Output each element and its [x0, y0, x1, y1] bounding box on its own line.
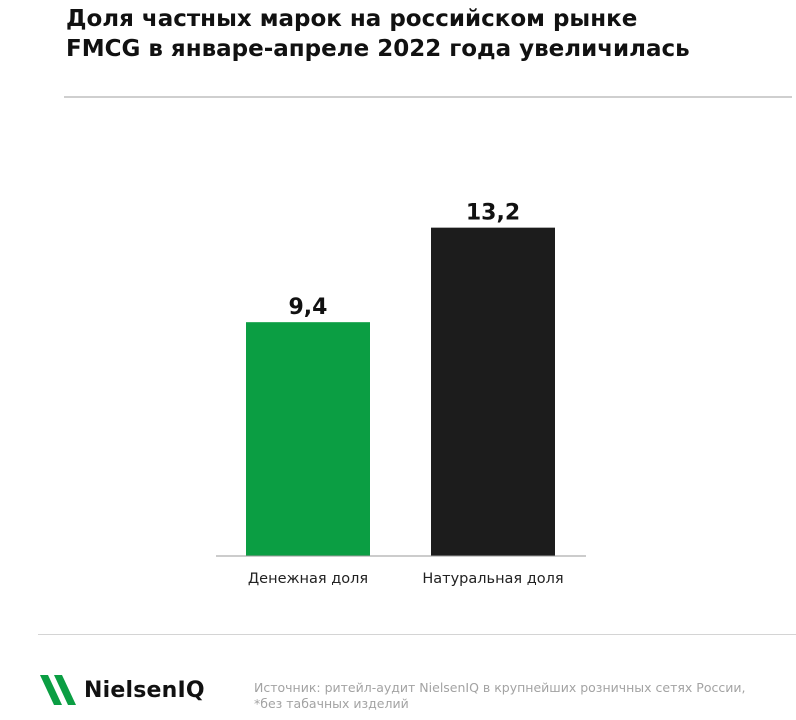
brand-name: NielsenIQ [84, 677, 205, 703]
bar-2 [431, 227, 555, 556]
category-label-1: Денежная доля [248, 571, 368, 587]
bars-layer [246, 227, 555, 556]
category-label-2: Натуральная доля [422, 571, 563, 587]
footer-divider [38, 634, 796, 635]
title-divider [64, 96, 792, 98]
bar-chart: 9,4 Денежная доля 13,2 Натуральная доля [216, 201, 586, 587]
bar-value-label-2: 13,2 [466, 201, 520, 226]
nielseniq-logo: NielsenIQ [40, 670, 205, 710]
source-line-2: *без табачных изделий [254, 696, 409, 711]
chart-title-line-2: FMCG в январе-апреле 2022 года увеличила… [66, 36, 690, 62]
bar-value-label-1: 9,4 [289, 295, 328, 320]
source-line-1: Источник: ритейл-аудит NielsenIQ в крупн… [254, 680, 746, 695]
chart-title: Доля частных марок на российском рынке F… [66, 4, 786, 64]
chart-title-line-1: Доля частных марок на российском рынке [66, 6, 638, 32]
source-note: Источник: ритейл-аудит NielsenIQ в крупн… [254, 680, 794, 712]
labels-layer: 9,4 Денежная доля 13,2 Натуральная доля [248, 201, 564, 587]
nielseniq-mark-icon [40, 675, 76, 705]
bar-1 [246, 322, 370, 556]
